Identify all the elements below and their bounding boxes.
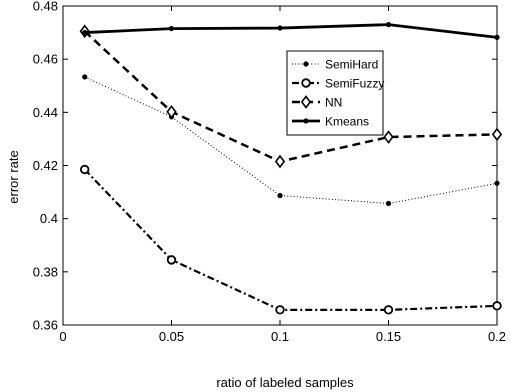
legend-label-semihard: SemiHard — [325, 58, 378, 72]
y-tick-label: 0.42 — [33, 158, 58, 173]
data-point-semihard — [494, 180, 500, 186]
x-tick-label: 0.15 — [376, 329, 401, 344]
series-semifuzzy — [79, 164, 502, 315]
y-tick-label: 0.38 — [33, 264, 58, 279]
x-tick-label: 0 — [59, 329, 66, 344]
legend-marker-nn — [300, 95, 312, 109]
data-point-semifuzzy — [492, 301, 502, 311]
legend-label-nn: NN — [325, 96, 342, 110]
x-tick-label: 0.05 — [159, 329, 184, 344]
x-tick-label: 0.2 — [488, 329, 506, 344]
data-point-kmeans — [385, 21, 392, 28]
data-point-nn — [166, 104, 177, 119]
legend-marker-semihard — [303, 61, 309, 67]
data-point-semifuzzy — [166, 255, 177, 265]
data-point-nn — [383, 130, 394, 144]
y-tick-label: 0.36 — [33, 318, 58, 333]
y-tick-label: 0.44 — [33, 105, 58, 120]
legend-label-semifuzzy: SemiFuzzy — [325, 77, 384, 91]
series-line-semihard — [84, 76, 498, 205]
data-point-semifuzzy — [79, 164, 90, 175]
data-point-kmeans — [494, 34, 500, 41]
x-tick-label: 0.1 — [271, 329, 289, 344]
y-tick-label: 0.46 — [33, 52, 58, 67]
data-point-semifuzzy — [383, 305, 394, 315]
data-point-semihard — [385, 200, 392, 207]
legend-marker-kmeans — [303, 118, 309, 124]
data-point-nn — [274, 154, 286, 169]
y-tick-label: 0.4 — [40, 211, 58, 226]
y-axis-label: error rate — [6, 150, 21, 203]
data-point-semihard — [82, 74, 88, 80]
y-tick-label: 0.48 — [33, 0, 58, 14]
legend-marker-semifuzzy — [301, 78, 311, 88]
series-line-kmeans — [84, 23, 498, 39]
legend-label-kmeans: Kmeans — [325, 115, 369, 129]
data-point-semifuzzy — [275, 305, 285, 315]
series-line-semifuzzy — [83, 168, 498, 311]
data-point-kmeans — [168, 25, 175, 32]
series-kmeans — [82, 21, 500, 41]
x-axis-label: ratio of labeled samples — [216, 375, 354, 390]
series-nn — [79, 24, 503, 169]
data-point-semihard — [277, 192, 283, 199]
data-point-nn — [491, 127, 503, 142]
data-point-kmeans — [82, 29, 88, 36]
data-point-kmeans — [277, 25, 283, 31]
